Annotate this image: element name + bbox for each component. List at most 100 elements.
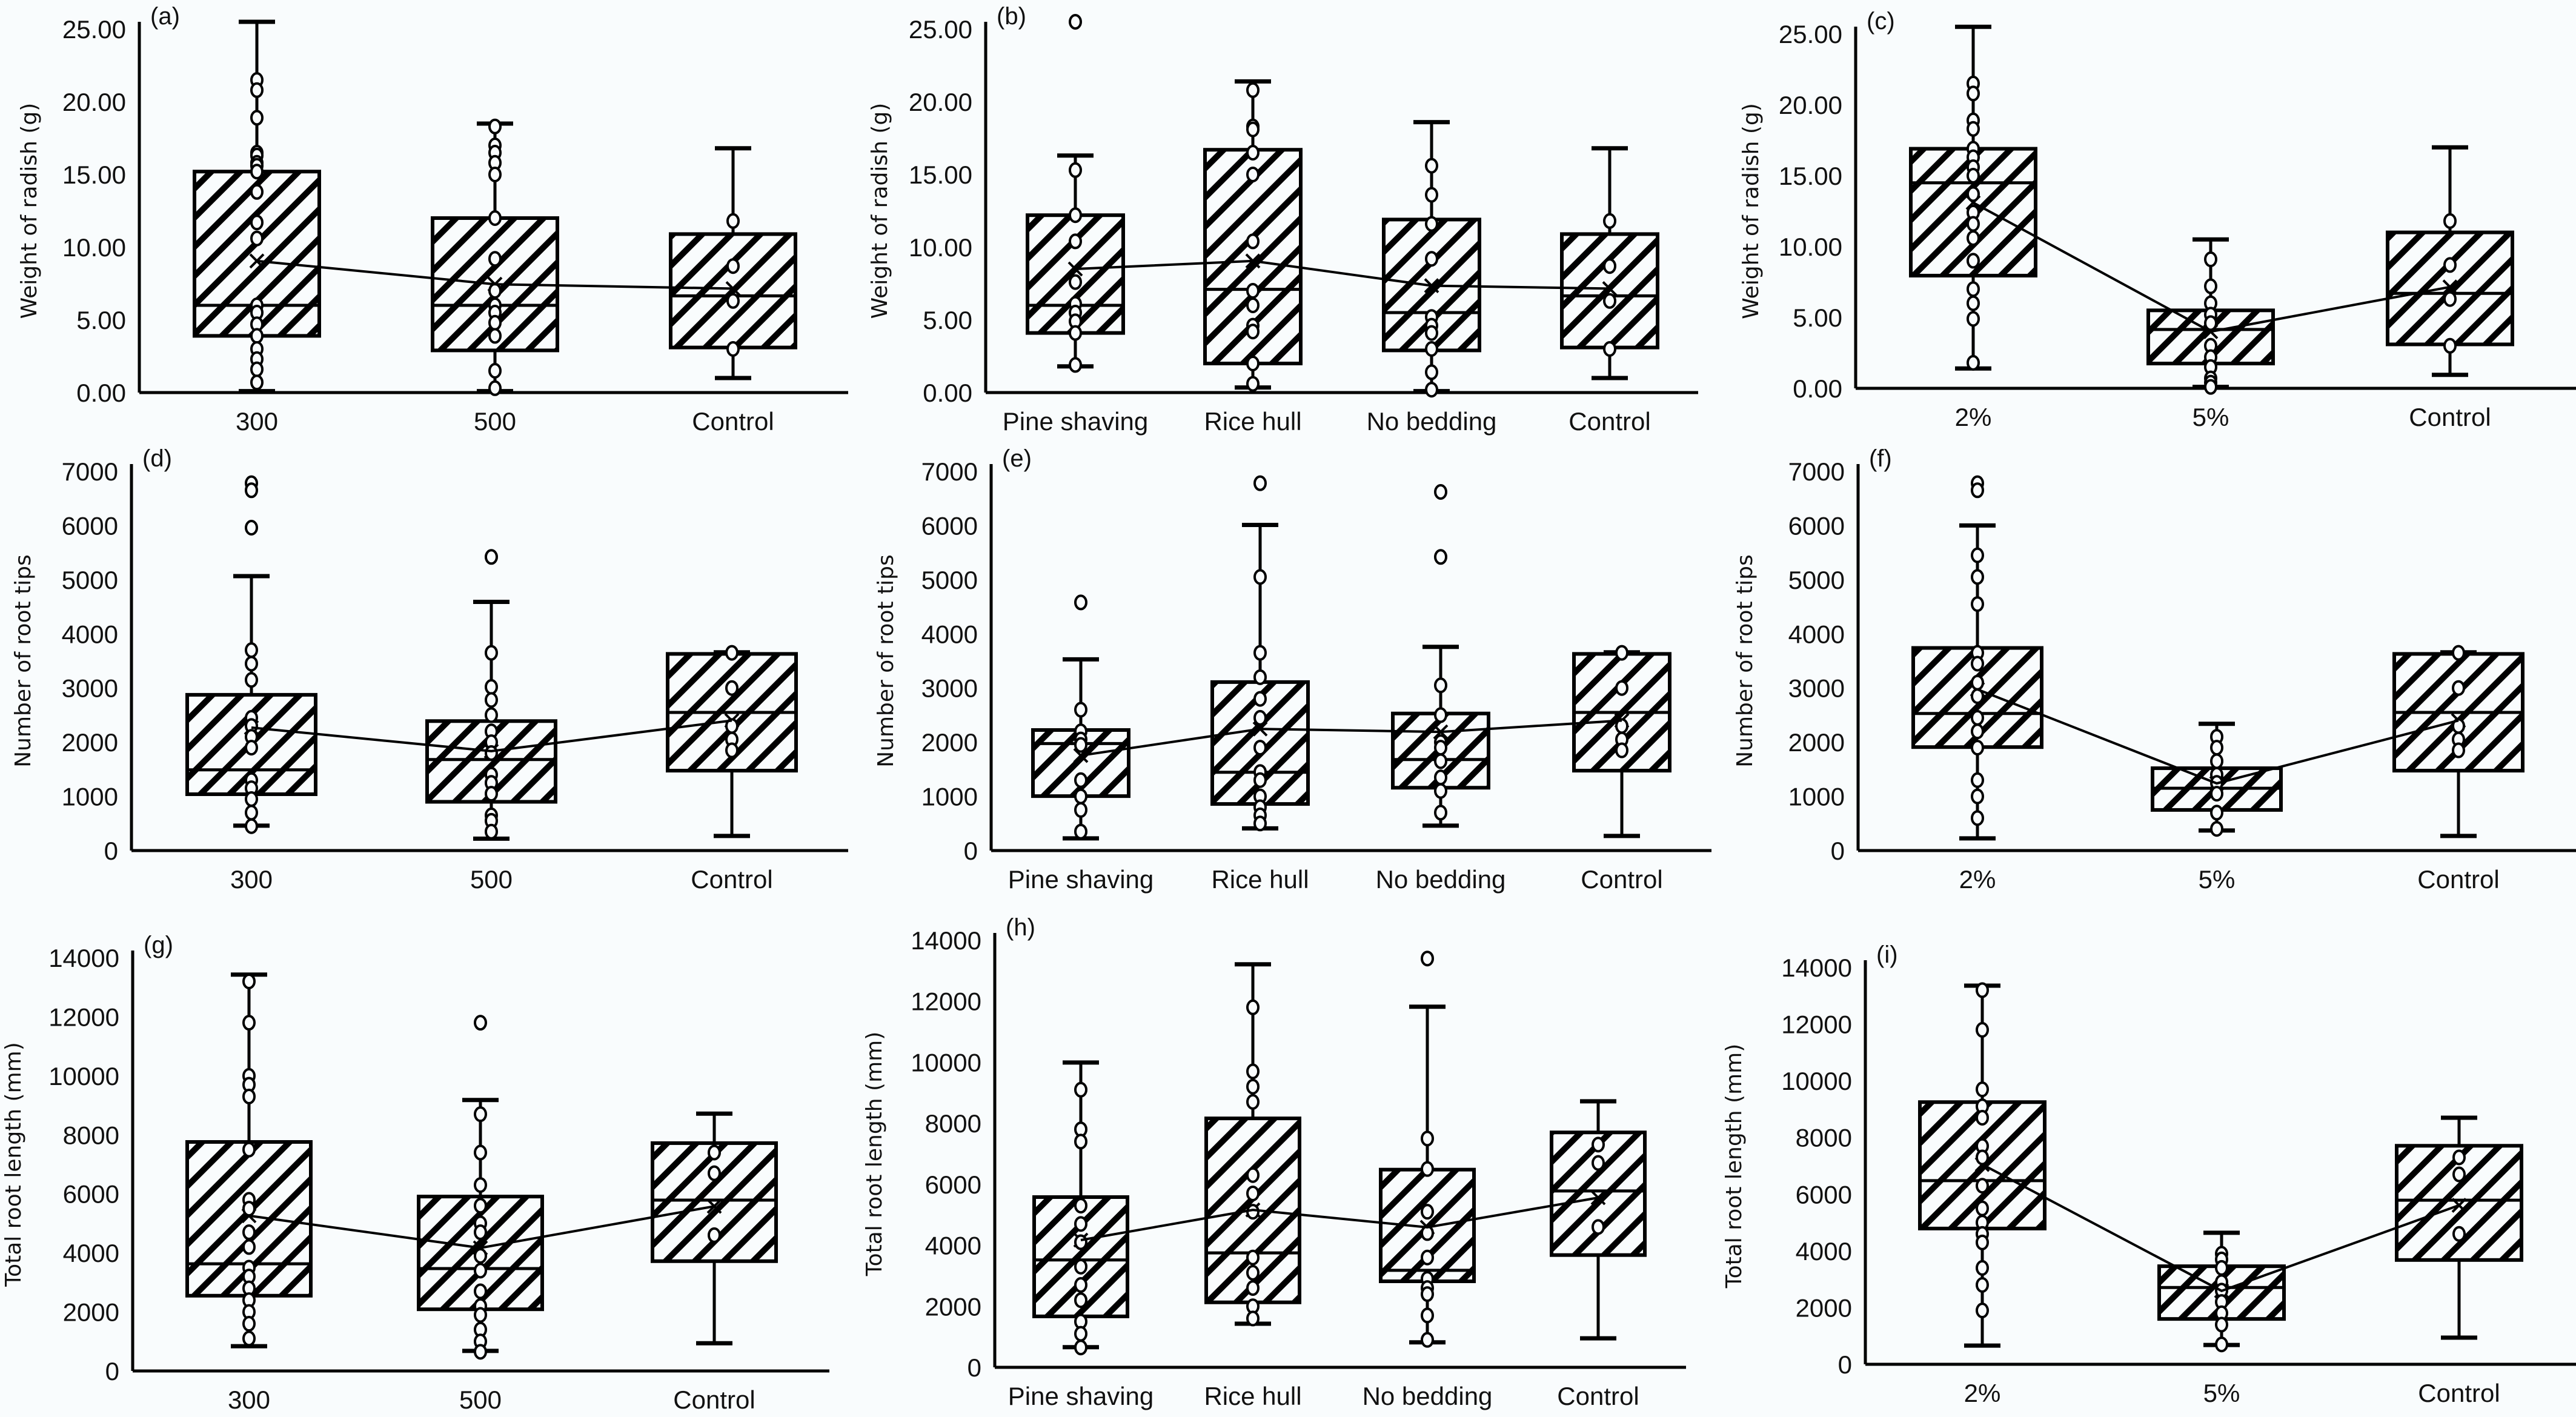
- box-no-bedding: [1391, 483, 1490, 828]
- data-point: [2210, 786, 2223, 802]
- data-point: [2452, 1149, 2466, 1166]
- data-point: [474, 1177, 487, 1193]
- y-tick-label: 1000: [62, 783, 118, 811]
- data-point: [708, 1165, 721, 1181]
- x-tick-label: Pine shaving: [1008, 1382, 1154, 1410]
- panel-i: 0 2000 4000 6000 8000 10000 12000 14000 Total ro…: [1722, 941, 2576, 1407]
- data-point: [1246, 1310, 1260, 1327]
- data-point: [2452, 680, 2465, 696]
- y-tick-label: 5000: [1788, 566, 1845, 594]
- box-300: [185, 475, 317, 834]
- data-point: [726, 258, 740, 274]
- data-point: [1074, 1292, 1087, 1309]
- panel-label: (a): [150, 3, 180, 30]
- data-point: [1246, 1063, 1260, 1080]
- data-point: [2204, 278, 2217, 294]
- y-tick-label: 0.00: [923, 379, 972, 407]
- y-axis-title: Total root length (mm): [1, 1042, 26, 1287]
- y-tick-label: 1000: [921, 783, 978, 811]
- data-point: [1246, 297, 1260, 313]
- data-point: [1246, 1078, 1260, 1095]
- data-point: [1434, 769, 1447, 786]
- x-tick-label: 300: [230, 865, 273, 894]
- data-point: [1967, 311, 1980, 327]
- panel-label: (c): [1867, 8, 1895, 35]
- x-tick-label: Control: [1581, 865, 1662, 894]
- data-point: [1434, 677, 1447, 694]
- box-5-: [2146, 237, 2275, 395]
- outlier-point: [1434, 483, 1447, 500]
- y-tick-label: 4000: [1788, 620, 1845, 648]
- y-tick-label: 0: [1831, 837, 1845, 865]
- panel-label: (d): [142, 445, 172, 472]
- box-control: [669, 146, 797, 380]
- mean-trend-line: [1080, 1196, 1599, 1241]
- data-point: [1434, 707, 1447, 723]
- data-point: [1246, 167, 1260, 182]
- data-point: [1425, 187, 1438, 203]
- data-point: [250, 374, 264, 391]
- data-point: [1069, 274, 1082, 290]
- y-tick-label: 10.00: [1779, 233, 1842, 261]
- y-axis-title: Weight of radish (g): [868, 103, 892, 319]
- y-axis-title: Number of root tips: [11, 554, 36, 768]
- mean-trend-line: [248, 1205, 715, 1249]
- data-point: [242, 1316, 256, 1332]
- y-tick-label: 5.00: [923, 306, 972, 334]
- data-point: [1967, 295, 1980, 311]
- x-tick-label: Control: [673, 1385, 755, 1414]
- iqr-box: [1560, 232, 1659, 350]
- x-tick-label: 5%: [2203, 1379, 2240, 1407]
- x-tick-label: No bedding: [1363, 1382, 1493, 1410]
- outlier-point: [1069, 14, 1082, 30]
- data-point: [485, 645, 498, 661]
- data-point: [1976, 1234, 1989, 1250]
- outlier-point: [1253, 475, 1267, 491]
- y-tick-label: 15.00: [909, 161, 972, 189]
- box-control: [2386, 145, 2514, 377]
- mean-trend-line: [256, 259, 734, 290]
- data-point: [1246, 324, 1260, 340]
- data-point: [474, 1224, 487, 1241]
- data-point: [485, 707, 498, 723]
- outlier-point: [485, 549, 498, 565]
- data-point: [1246, 82, 1260, 98]
- data-point: [1967, 253, 1980, 269]
- box-no-bedding: [1382, 120, 1481, 398]
- x-tick-label: 500: [470, 865, 513, 894]
- data-point: [725, 680, 739, 696]
- mean-trend-line: [1977, 688, 2459, 785]
- y-tick-label: 12000: [48, 1003, 119, 1031]
- y-tick-label: 2000: [925, 1292, 981, 1321]
- box-300: [185, 972, 313, 1349]
- data-point: [242, 1015, 256, 1031]
- x-tick-label: 2%: [1959, 865, 1996, 894]
- data-point: [1615, 645, 1628, 661]
- y-tick-label: 2000: [63, 1298, 119, 1327]
- data-point: [708, 1144, 721, 1161]
- data-point: [1976, 1200, 1989, 1216]
- data-point: [488, 314, 502, 331]
- data-point: [1421, 1249, 1434, 1266]
- data-point: [250, 82, 264, 98]
- data-point: [474, 1248, 487, 1264]
- data-point: [1246, 376, 1260, 392]
- data-point: [245, 672, 258, 688]
- box-500: [431, 118, 559, 396]
- data-point: [2215, 1336, 2228, 1353]
- data-point: [726, 341, 740, 357]
- data-point: [242, 1330, 256, 1347]
- data-point: [474, 1307, 487, 1323]
- data-point: [2210, 805, 2223, 821]
- y-axis-title: Total root length (mm): [1722, 1044, 1747, 1289]
- data-point: [1246, 145, 1260, 161]
- mean-trend-line: [1075, 259, 1610, 290]
- x-tick-label: Control: [1557, 1382, 1639, 1410]
- data-point: [1074, 823, 1087, 840]
- panel-h: 0 2000 4000 6000 8000 10000 12000 14000 Total ro…: [862, 914, 1686, 1410]
- data-point: [250, 214, 264, 231]
- data-point: [2443, 291, 2457, 307]
- x-tick-label: 300: [236, 407, 278, 436]
- y-tick-label: 6000: [63, 1180, 119, 1209]
- panel-label: (h): [1006, 914, 1035, 941]
